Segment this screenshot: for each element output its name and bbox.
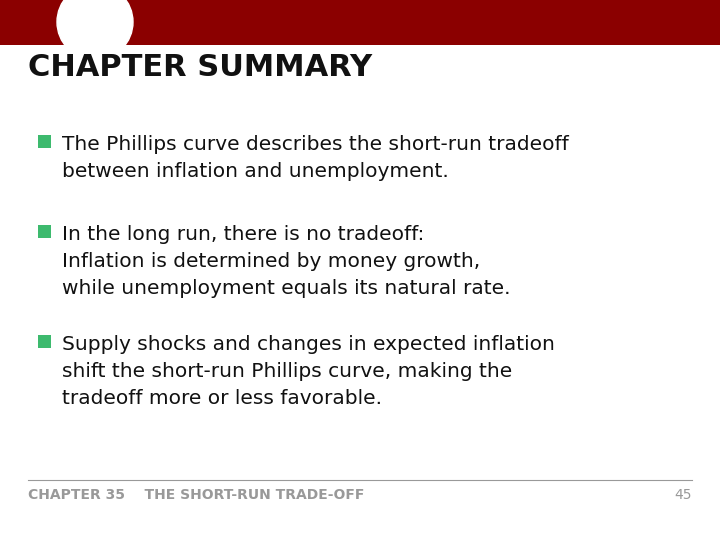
FancyBboxPatch shape bbox=[0, 0, 720, 45]
Text: In the long run, there is no tradeoff:
Inflation is determined by money growth,
: In the long run, there is no tradeoff: I… bbox=[62, 225, 510, 299]
Circle shape bbox=[57, 0, 133, 60]
Text: CHAPTER SUMMARY: CHAPTER SUMMARY bbox=[28, 53, 372, 82]
FancyBboxPatch shape bbox=[38, 225, 51, 238]
FancyBboxPatch shape bbox=[38, 335, 51, 348]
FancyBboxPatch shape bbox=[38, 135, 51, 148]
Text: CHAPTER 35    THE SHORT-RUN TRADE-OFF: CHAPTER 35 THE SHORT-RUN TRADE-OFF bbox=[28, 488, 364, 502]
Text: 45: 45 bbox=[675, 488, 692, 502]
Text: Supply shocks and changes in expected inflation
shift the short-run Phillips cur: Supply shocks and changes in expected in… bbox=[62, 335, 555, 408]
Text: The Phillips curve describes the short-run tradeoff
between inflation and unempl: The Phillips curve describes the short-r… bbox=[62, 135, 569, 181]
